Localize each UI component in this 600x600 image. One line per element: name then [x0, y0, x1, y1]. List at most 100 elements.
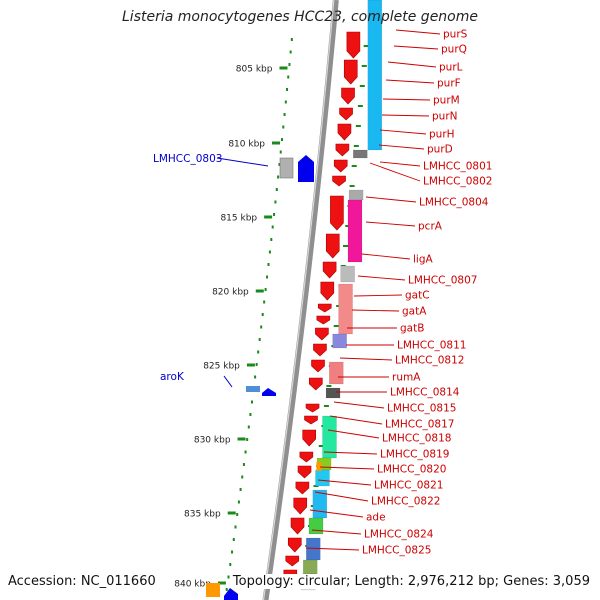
gene-label-reverse: LMHCC_0824 — [364, 529, 434, 541]
ruler-dot — [246, 438, 249, 441]
ruler-dot — [279, 150, 282, 154]
gene-label-reverse: LMHCC_0818 — [382, 433, 451, 445]
gene-label-reverse: purS — [443, 29, 468, 41]
ruler-dot — [345, 225, 351, 227]
cog-block — [312, 489, 328, 519]
ruler-dot — [288, 63, 291, 66]
ruler-dot — [278, 163, 281, 166]
gene-arrow — [322, 261, 337, 279]
leader-line — [378, 144, 425, 150]
gene-block — [206, 583, 220, 597]
ruler-dot — [227, 575, 230, 579]
gene-label-reverse: purL — [439, 62, 463, 74]
gene-label-reverse: purD — [427, 144, 453, 156]
leader-line — [333, 401, 385, 409]
ruler-dot — [343, 245, 349, 247]
gene-arrow — [308, 377, 323, 391]
topology-text: Topology: circular; Length: 2,976,212 bp… — [232, 574, 590, 589]
ruler-dot — [229, 563, 232, 566]
gene-arrow — [343, 59, 358, 85]
ruler-dot — [267, 263, 270, 266]
ruler-tick-label: 830 kbp — [194, 436, 231, 446]
ruler-dot — [247, 425, 250, 429]
ruler-dot — [349, 185, 355, 187]
gene-arrow — [335, 143, 350, 157]
map-title: Listeria monocytogenes HCC23, complete g… — [122, 9, 478, 25]
leader-line — [385, 79, 435, 84]
gene-arrow — [337, 123, 352, 141]
gene-label-reverse: LMHCC_0807 — [408, 275, 477, 287]
ruler-dot — [323, 405, 329, 407]
ruler-tick-label: 815 kbp — [220, 214, 257, 224]
ruler-dot — [351, 165, 357, 167]
ruler-tick-label: 805 kbp — [236, 65, 273, 75]
gene-arrow — [346, 31, 361, 59]
ruler-tick — [255, 289, 264, 293]
ruler-tick — [237, 437, 246, 441]
gene-label-forward: LMHCC_0803 — [153, 153, 222, 165]
ruler-dot — [237, 500, 240, 504]
leader-line — [305, 547, 360, 551]
gene-label-reverse: pcrA — [418, 221, 443, 233]
leader-line — [379, 129, 427, 135]
ruler-dot — [241, 475, 244, 479]
ruler-dot — [359, 85, 365, 87]
ruler-dot — [232, 538, 235, 541]
leader-line — [365, 221, 416, 227]
cog-block — [315, 469, 330, 487]
ruler-dot — [249, 413, 252, 416]
leader-line — [387, 61, 437, 68]
ruler-tick-label: 835 kbp — [184, 510, 221, 520]
gene-label-reverse: LMHCC_0821 — [374, 480, 443, 492]
gene-label-forward: aroK — [160, 371, 185, 383]
ruler-dot — [254, 375, 257, 379]
gene-label-reverse: gatC — [405, 290, 430, 302]
ruler-dot — [250, 400, 253, 404]
ruler-tick-label: 810 kbp — [228, 140, 265, 150]
ruler-dot — [270, 238, 273, 241]
gene-label-reverse: ligA — [413, 254, 433, 266]
leader-line — [329, 415, 383, 425]
gene-arrow — [315, 327, 329, 341]
cog-block — [308, 517, 324, 535]
cog-block — [367, 0, 383, 151]
gene-arrow-forward — [224, 588, 238, 600]
gene-arrow — [313, 343, 327, 357]
gene-arrow — [317, 303, 332, 313]
ruler-dot — [287, 75, 290, 79]
gene-arrow — [299, 451, 314, 463]
cog-blocks — [300, 0, 383, 591]
ruler-dot — [234, 525, 237, 529]
ruler-tick-label: 825 kbp — [203, 362, 240, 372]
ruler-dot — [286, 88, 289, 91]
gene-arrow — [332, 175, 346, 187]
gene-label-reverse: purN — [432, 111, 458, 123]
ruler-tick-label: 840 kbp — [174, 580, 211, 590]
gene-arrow — [330, 195, 344, 231]
cog-block — [316, 462, 322, 471]
leader-line — [393, 45, 439, 50]
ruler-dot — [326, 385, 332, 387]
ruler-dot — [273, 213, 276, 216]
ruler-dot — [263, 300, 266, 304]
leader-line — [382, 98, 431, 101]
ruler-dot — [353, 145, 359, 147]
cog-block — [347, 199, 363, 263]
leader-line — [319, 466, 375, 470]
leader-line — [223, 375, 233, 388]
ruler-dot — [268, 250, 271, 254]
ruler-dot — [290, 38, 293, 41]
ruler-dot — [266, 275, 269, 279]
gene-arrow — [320, 281, 335, 301]
leader-line — [314, 491, 369, 502]
gene-label-reverse: LMHCC_0817 — [385, 419, 454, 431]
ruler-dot — [239, 488, 242, 491]
ruler-dot — [281, 138, 284, 141]
gene-arrow — [287, 537, 302, 553]
gene-label-reverse: LMHCC_0825 — [362, 545, 431, 557]
gene-arrow — [325, 233, 340, 259]
gene-arrow — [285, 555, 300, 567]
ruler-dot — [242, 463, 245, 466]
leader-line — [357, 275, 406, 281]
ruler-dot — [274, 200, 277, 204]
